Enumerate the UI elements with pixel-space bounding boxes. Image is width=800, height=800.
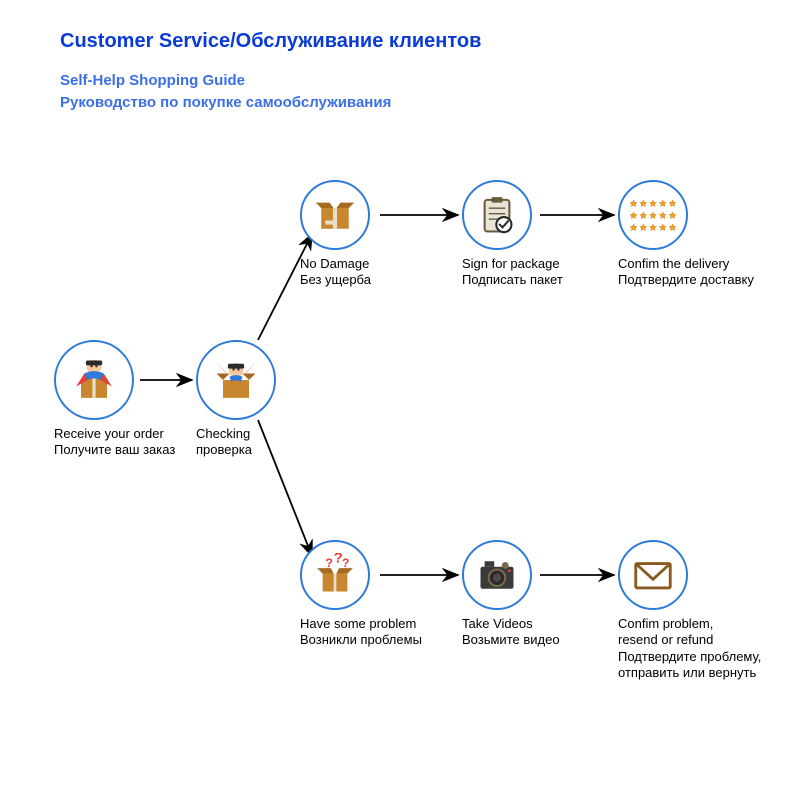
svg-text:?: ? [325, 556, 333, 570]
node-checking-label-en: Checking [196, 426, 356, 442]
node-video-label-ru: Возьмите видео [462, 632, 622, 648]
node-receive: Receive your orderПолучите ваш заказ [54, 340, 214, 459]
node-checking: Checkingпроверка [196, 340, 356, 459]
sign-clipboard-icon [462, 180, 532, 250]
node-sign-label-ru: Подписать пакет [462, 272, 622, 288]
video-camera-icon [462, 540, 532, 610]
refund-envelope-icon [618, 540, 688, 610]
node-problem-label-ru: Возникли проблемы [300, 632, 460, 648]
node-checking-label-ru: проверка [196, 442, 356, 458]
node-confirm-label-ru: Подтвердите доставку [618, 272, 778, 288]
receive-person-box-icon [54, 340, 134, 420]
node-refund-label-en: Confim problem, resend or refund [618, 616, 778, 649]
node-nodamage-label-en: No Damage [300, 256, 460, 272]
node-confirm: Confim the deliveryПодтвердите доставку [618, 180, 778, 289]
problem-question-box-icon: ? ? ? [300, 540, 370, 610]
node-receive-label-ru: Получите ваш заказ [54, 442, 214, 458]
nodamage-box-icon [300, 180, 370, 250]
node-confirm-label-en: Confim the delivery [618, 256, 778, 272]
node-video: Take VideosВозьмите видео [462, 540, 622, 649]
confirm-stars-icon [618, 180, 688, 250]
node-sign-label-en: Sign for package [462, 256, 622, 272]
node-receive-label-en: Receive your order [54, 426, 214, 442]
node-nodamage-label-ru: Без ущерба [300, 272, 460, 288]
node-sign: Sign for packageПодписать пакет [462, 180, 622, 289]
node-nodamage: No DamageБез ущерба [300, 180, 460, 289]
node-refund: Confim problem, resend or refundПодтверд… [618, 540, 778, 681]
svg-text:?: ? [342, 556, 350, 570]
node-refund-label-ru: Подтвердите проблему, отправить или верн… [618, 649, 778, 682]
node-video-label-en: Take Videos [462, 616, 622, 632]
flowchart-canvas: Customer Service/Обслуживание клиентов S… [0, 0, 800, 800]
checking-person-open-icon [196, 340, 276, 420]
node-problem: ? ? ? Have some problemВозникли проблемы [300, 540, 460, 649]
node-problem-label-en: Have some problem [300, 616, 460, 632]
